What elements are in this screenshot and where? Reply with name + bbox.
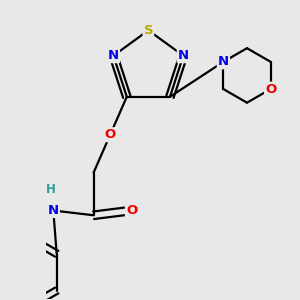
Text: O: O [265, 82, 276, 96]
Text: O: O [126, 204, 137, 217]
Text: N: N [218, 55, 229, 68]
Text: H: H [46, 183, 56, 196]
Text: O: O [105, 128, 116, 141]
Text: N: N [48, 204, 59, 217]
Text: N: N [178, 49, 189, 62]
Text: N: N [108, 49, 119, 62]
Text: S: S [144, 24, 153, 37]
